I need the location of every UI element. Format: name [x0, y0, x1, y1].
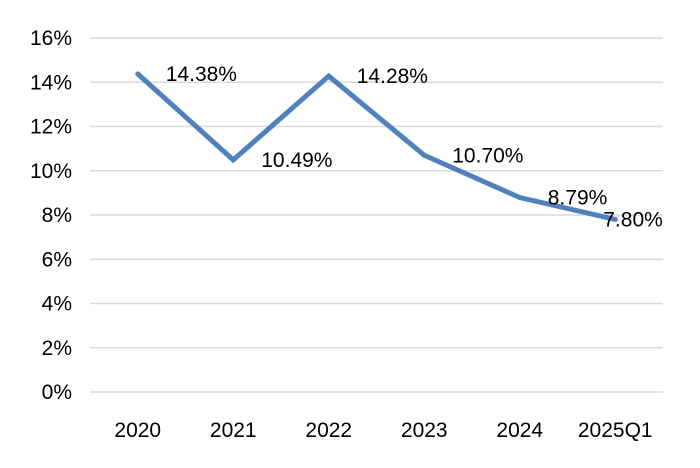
y-tick-label: 2%: [42, 337, 72, 360]
series-layer: [135, 71, 618, 222]
y-tick-label: 14%: [30, 71, 72, 94]
x-tick-label: 2025Q1: [578, 419, 653, 442]
y-tick-label: 6%: [42, 248, 72, 271]
data-point: [230, 157, 236, 163]
y-tick-label: 10%: [30, 160, 72, 183]
data-point: [612, 216, 618, 222]
data-label: 8.79%: [548, 187, 608, 210]
series-line: [136, 71, 616, 222]
data-label: 14.28%: [357, 65, 428, 88]
x-tick-label: 2020: [114, 419, 161, 442]
x-tick-label: 2024: [496, 419, 543, 442]
data-label: 14.38%: [166, 63, 237, 86]
data-point: [517, 195, 523, 201]
x-tick-label: 2021: [210, 419, 257, 442]
x-tick-label: 2022: [305, 419, 352, 442]
data-label: 10.49%: [261, 149, 332, 172]
y-tick-label: 16%: [30, 27, 72, 50]
data-point: [421, 152, 427, 158]
y-tick-label: 12%: [30, 116, 72, 139]
x-axis-tick-labels: 2020 2021 2022 2023 2024 2025Q1: [114, 419, 652, 442]
data-point: [326, 73, 332, 79]
y-tick-label: 8%: [42, 204, 72, 227]
x-tick-label: 2023: [401, 419, 448, 442]
grid-layer: [90, 37, 663, 393]
data-labels: 14.38% 10.49% 14.28% 10.70% 8.79%7.80%: [166, 63, 663, 232]
y-axis-tick-labels: 0% 2% 4% 6% 8% 10% 12% 14% 16%: [30, 27, 72, 404]
data-label: 10.70%: [452, 144, 523, 167]
data-point: [135, 71, 141, 77]
data-label: 7.80%: [603, 208, 663, 231]
y-tick-label: 0%: [42, 381, 72, 404]
y-tick-label: 4%: [42, 293, 72, 316]
